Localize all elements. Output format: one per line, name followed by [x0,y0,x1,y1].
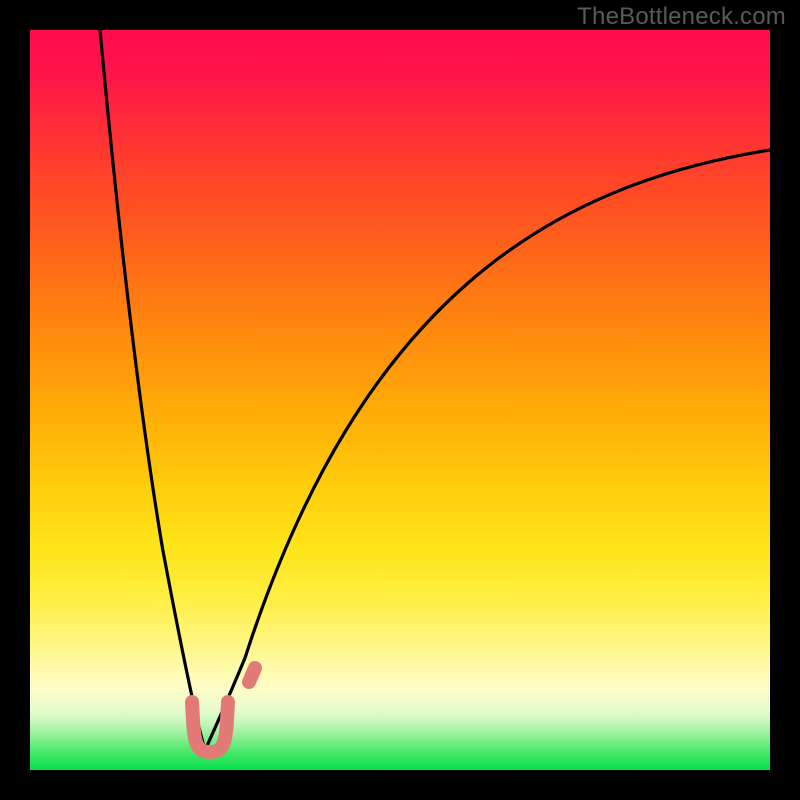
plot-area [30,30,770,770]
marker-tick [249,668,255,682]
plot-svg [30,30,770,770]
watermark-text: TheBottleneck.com [577,3,786,31]
